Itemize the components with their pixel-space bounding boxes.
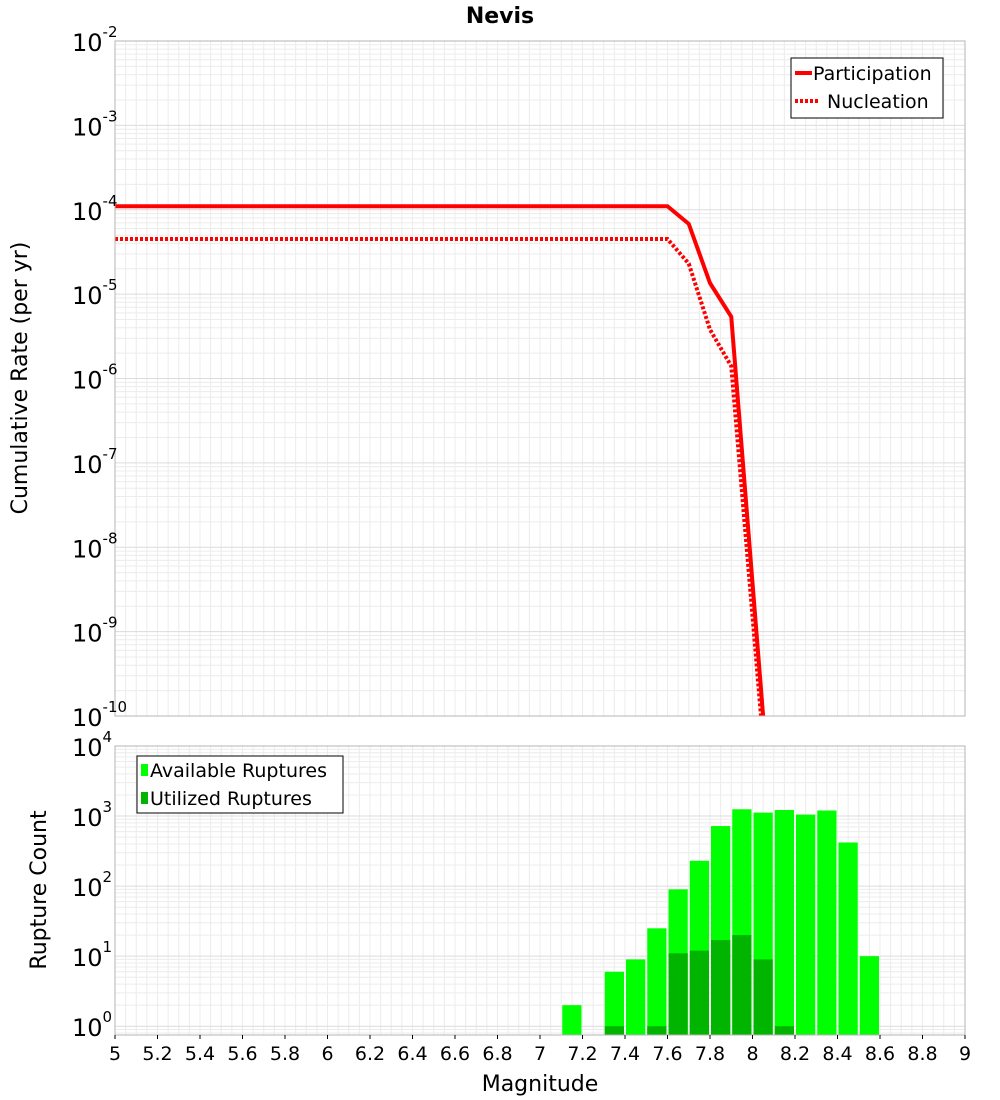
x-tick-label: 7.2 [567, 1043, 597, 1065]
top-chart-grid [114, 40, 966, 717]
rupture-count-bars [562, 809, 879, 1035]
x-tick-label: 7 [534, 1043, 546, 1065]
x-tick-label: 8.4 [822, 1043, 852, 1065]
top-y-axis-label: Cumulative Rate (per yr) [8, 242, 33, 515]
x-tick-label: 6.6 [440, 1043, 470, 1065]
x-tick-label: 8.8 [907, 1043, 937, 1065]
x-tick-label: 7.6 [652, 1043, 682, 1065]
chart-title: Nevis [466, 4, 534, 29]
y-tick-label: 10-2 [72, 23, 118, 57]
participation-line [115, 204, 766, 716]
x-tick-label: 5.6 [227, 1043, 257, 1065]
x-tick-label: 6 [321, 1043, 333, 1065]
x-tick-label: 8.2 [780, 1043, 810, 1065]
legend-nucleation-label: Nucleation [827, 91, 929, 113]
available-ruptures-bar [817, 810, 837, 1035]
legend-utilized-swatch [141, 792, 148, 804]
y-tick-label: 10-5 [72, 276, 118, 310]
utilized-ruptures-bar [774, 1026, 794, 1035]
utilized-ruptures-bar [604, 1026, 624, 1035]
available-ruptures-bar [774, 810, 794, 1035]
available-ruptures-bar [647, 928, 667, 1035]
x-tick-label: 6.2 [355, 1043, 385, 1065]
top-legend: Participation Nucleation [790, 57, 944, 119]
y-tick-label: 10-4 [72, 192, 118, 226]
rate-curves [115, 204, 766, 716]
y-tick-label: 10-3 [72, 107, 118, 141]
utilized-ruptures-bar [668, 953, 688, 1035]
y-tick-label: 10-6 [72, 361, 118, 395]
utilized-ruptures-bar [732, 935, 752, 1035]
bottom-y-tick-labels: 104 103 102 101 100 [72, 728, 112, 1042]
utilized-ruptures-bar [753, 959, 773, 1035]
legend-available-label: Available Ruptures [150, 760, 327, 782]
available-ruptures-bar [626, 959, 646, 1035]
utilized-ruptures-bar [711, 940, 731, 1035]
top-plot-frame [114, 40, 966, 717]
y-tick-label: 102 [72, 868, 112, 902]
legend-utilized-label: Utilized Ruptures [150, 788, 312, 810]
bottom-y-axis-label: Rupture Count [27, 810, 52, 970]
x-tick-label: 8.6 [865, 1043, 895, 1065]
nucleation-line [115, 237, 763, 716]
y-tick-label: 100 [72, 1008, 112, 1042]
y-tick-label: 10-7 [72, 445, 118, 479]
x-tick-label: 5.8 [270, 1043, 300, 1065]
x-tick-label: 5.4 [185, 1043, 215, 1065]
x-axis-label: Magnitude [482, 1072, 599, 1097]
x-tick-label: 6.4 [397, 1043, 427, 1065]
x-tick-label: 5 [109, 1043, 121, 1065]
x-tick-label: 5.2 [142, 1043, 172, 1065]
x-tick-label: 8 [746, 1043, 758, 1065]
y-tick-label: 10-8 [72, 529, 118, 563]
available-ruptures-bar [796, 814, 816, 1035]
legend-available-swatch [141, 764, 148, 776]
utilized-ruptures-bar [647, 1026, 667, 1035]
available-ruptures-bar [859, 956, 879, 1035]
y-tick-label: 104 [72, 728, 112, 762]
available-ruptures-bar [562, 1005, 582, 1035]
x-tick-label: 9 [959, 1043, 971, 1065]
y-tick-label: 103 [72, 798, 112, 832]
x-tick-labels: 5 5.2 5.4 5.6 5.8 6 6.2 6.4 6.6 6.8 7 7.2 7.4 7.6 7.8 8… [109, 1035, 971, 1065]
utilized-ruptures-bar [689, 950, 709, 1035]
x-tick-label: 7.8 [695, 1043, 725, 1065]
y-tick-label: 10-9 [72, 614, 118, 648]
x-tick-label: 7.4 [610, 1043, 640, 1065]
y-tick-label: 10-10 [72, 698, 127, 732]
x-tick-label: 6.8 [482, 1043, 512, 1065]
legend-participation-label: Participation [813, 63, 932, 85]
bottom-legend: Available Ruptures Utilized Ruptures [136, 755, 344, 814]
available-ruptures-bar [838, 842, 858, 1035]
available-ruptures-bar [604, 971, 624, 1035]
y-tick-label: 101 [72, 938, 112, 972]
